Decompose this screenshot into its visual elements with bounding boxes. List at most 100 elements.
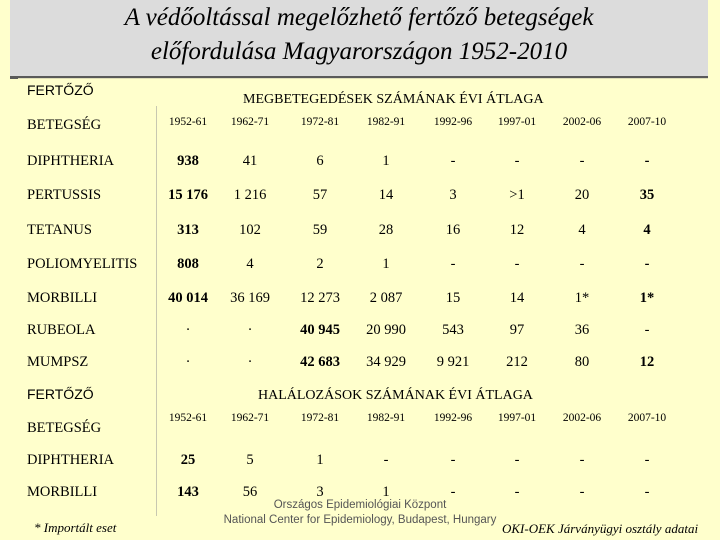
table-cell: - [644, 153, 650, 169]
header-fertozo: FERTŐZŐ [27, 82, 94, 98]
table-cell: 34 929 [366, 354, 406, 370]
table-cell: · [247, 322, 253, 338]
table-cell: 20 [574, 187, 590, 203]
table-cell: 4 [643, 222, 651, 238]
table-cell: - [514, 452, 520, 468]
title-banner: A védőoltással megelőzhető fertőző beteg… [10, 0, 708, 79]
table-cell: - [450, 452, 456, 468]
table-cell: 4 [578, 222, 586, 238]
table-cell: · [185, 322, 191, 338]
table-cell: 15 [445, 290, 461, 306]
table-cell: 6 [316, 153, 324, 169]
table-cell: - [450, 256, 456, 272]
mortality-caption: HALÁLOZÁSOK SZÁMÁNAK ÉVI ÁTLAGA [258, 388, 533, 403]
table-cell: 1 [382, 153, 390, 169]
source-line-2: National Center for Epidemiology, Budape… [223, 514, 497, 526]
column-header: 1997-01 [497, 116, 537, 128]
table-cell: 313 [177, 222, 199, 238]
table-cell: 80 [574, 354, 590, 370]
table-cell: 16 [445, 222, 461, 238]
table-cell: 57 [312, 187, 328, 203]
table-cell: 1 [382, 484, 390, 500]
table-cell: 1* [574, 290, 590, 306]
table-cell: 808 [177, 256, 199, 272]
table-cell: 143 [177, 484, 199, 500]
footnote: * Importált eset [34, 520, 117, 535]
column-header: 2002-06 [562, 116, 602, 128]
column-header: 2007-10 [627, 116, 667, 128]
table-cell: - [514, 484, 520, 500]
table-cell: 56 [242, 484, 258, 500]
row-label: MUMPSZ [27, 354, 89, 370]
column-header: 1997-01 [497, 412, 537, 424]
table-cell: 25 [180, 452, 196, 468]
morbidity-caption: MEGBETEGEDÉSEK SZÁMÁNAK ÉVI ÁTLAGA [243, 92, 544, 107]
table-cell: 59 [312, 222, 328, 238]
column-header: 1992-96 [433, 116, 473, 128]
column-header: 2002-06 [562, 412, 602, 424]
table-cell: - [450, 484, 456, 500]
table-cell: - [579, 452, 585, 468]
table-cell: 12 273 [300, 290, 340, 306]
table-cell: 2 [316, 256, 324, 272]
table-cell: 1 [316, 452, 324, 468]
row-label: DIPHTHERIA [27, 452, 114, 468]
table-cell: - [644, 452, 650, 468]
header-fertozo-2: FERTŐZŐ [27, 386, 94, 402]
table-cell: 28 [378, 222, 394, 238]
table-cell: 42 683 [300, 354, 340, 370]
column-header: 1952-61 [168, 116, 208, 128]
table-cell: 1* [639, 290, 655, 306]
table-cell: 20 990 [366, 322, 406, 338]
credit: OKI-OEK Járványügyi osztály adatai [502, 521, 699, 536]
column-header: 1952-61 [168, 412, 208, 424]
table-cell: 2 087 [369, 290, 403, 306]
table-cell: - [644, 484, 650, 500]
column-header: 1972-81 [300, 116, 340, 128]
row-divider [18, 78, 708, 79]
table-cell: 9 921 [436, 354, 470, 370]
row-label: MORBILLI [27, 484, 98, 500]
table-cell: · [247, 354, 253, 370]
table-cell: 14 [378, 187, 394, 203]
row-label: MORBILLI [27, 290, 98, 306]
table-cell: 12 [639, 354, 655, 370]
table-cell: 12 [509, 222, 525, 238]
table-cell: >1 [509, 187, 525, 203]
column-divider [156, 106, 157, 516]
table-cell: 938 [177, 153, 199, 169]
table-cell: 543 [442, 322, 464, 338]
table-cell: 36 169 [230, 290, 270, 306]
table-cell: · [185, 354, 191, 370]
table-cell: 40 945 [300, 322, 340, 338]
column-header: 2007-10 [627, 412, 667, 424]
table-cell: - [644, 256, 650, 272]
column-header: 1982-91 [366, 116, 406, 128]
table-cell: 14 [509, 290, 525, 306]
source-line-1: Országos Epidemiológiai Központ [273, 499, 447, 511]
header-betegseg: BETEGSÉG [27, 117, 102, 133]
table-cell: - [514, 153, 520, 169]
table-cell: 40 014 [168, 290, 208, 306]
table-cell: 5 [246, 452, 254, 468]
table-cell: 1 216 [233, 187, 267, 203]
table-cell: 35 [639, 187, 655, 203]
row-label: DIPHTHERIA [27, 153, 114, 169]
row-label: POLIOMYELITIS [27, 256, 138, 272]
table-cell: 41 [242, 153, 258, 169]
table-cell: - [579, 153, 585, 169]
table-cell: - [383, 452, 389, 468]
table-cell: 102 [239, 222, 261, 238]
column-header: 1982-91 [366, 412, 406, 424]
header-betegseg-2: BETEGSÉG [27, 420, 102, 436]
column-header: 1962-71 [230, 412, 270, 424]
row-label: PERTUSSIS [27, 187, 102, 203]
column-header: 1962-71 [230, 116, 270, 128]
title-line-2: előfordulása Magyarországon 1952-2010 [150, 38, 568, 65]
row-label: TETANUS [27, 222, 92, 238]
table-cell: 3 [316, 484, 324, 500]
table-cell: 212 [506, 354, 528, 370]
column-header: 1992-96 [433, 412, 473, 424]
column-header: 1972-81 [300, 412, 340, 424]
table-cell: 36 [574, 322, 590, 338]
